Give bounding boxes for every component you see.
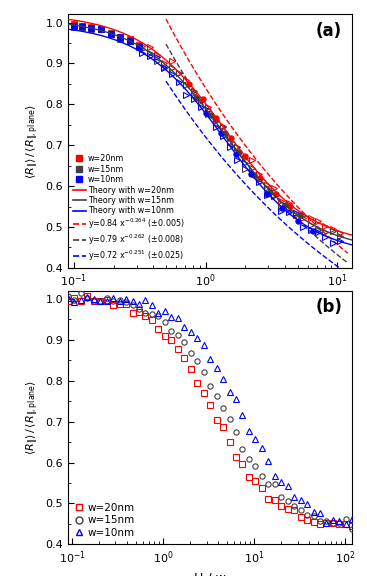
X-axis label: H / L$_\mathrm{p}$: H / L$_\mathrm{p}$ xyxy=(192,295,228,312)
Text: (a): (a) xyxy=(315,22,341,40)
Y-axis label: $\langle R_{\|}\rangle\,/\,\langle R_{\|,\mathrm{plane}}\rangle$: $\langle R_{\|}\rangle\,/\,\langle R_{\|… xyxy=(24,104,40,179)
Legend: w=20nm, w=15nm, w=10nm, Theory with w=20nm, Theory with w=15nm, Theory with w=10: w=20nm, w=15nm, w=10nm, Theory with w=20… xyxy=(72,153,186,264)
Text: (b): (b) xyxy=(315,298,342,316)
Y-axis label: $\langle R_{\|}\rangle\,/\,\langle R_{\|,\mathrm{plane}}\rangle$: $\langle R_{\|}\rangle\,/\,\langle R_{\|… xyxy=(24,380,40,455)
Legend: w=20nm, w=15nm, w=10nm: w=20nm, w=15nm, w=10nm xyxy=(73,502,136,539)
X-axis label: H / w: H / w xyxy=(194,571,226,576)
